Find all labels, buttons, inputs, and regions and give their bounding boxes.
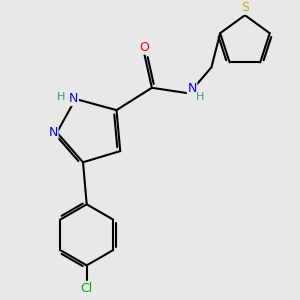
Text: Cl: Cl — [81, 282, 93, 295]
Text: S: S — [241, 1, 249, 14]
Text: H: H — [57, 92, 66, 102]
Text: H: H — [196, 92, 204, 102]
Text: N: N — [69, 92, 78, 106]
Text: N: N — [49, 126, 58, 139]
Text: N: N — [188, 82, 197, 95]
Text: O: O — [140, 41, 149, 54]
